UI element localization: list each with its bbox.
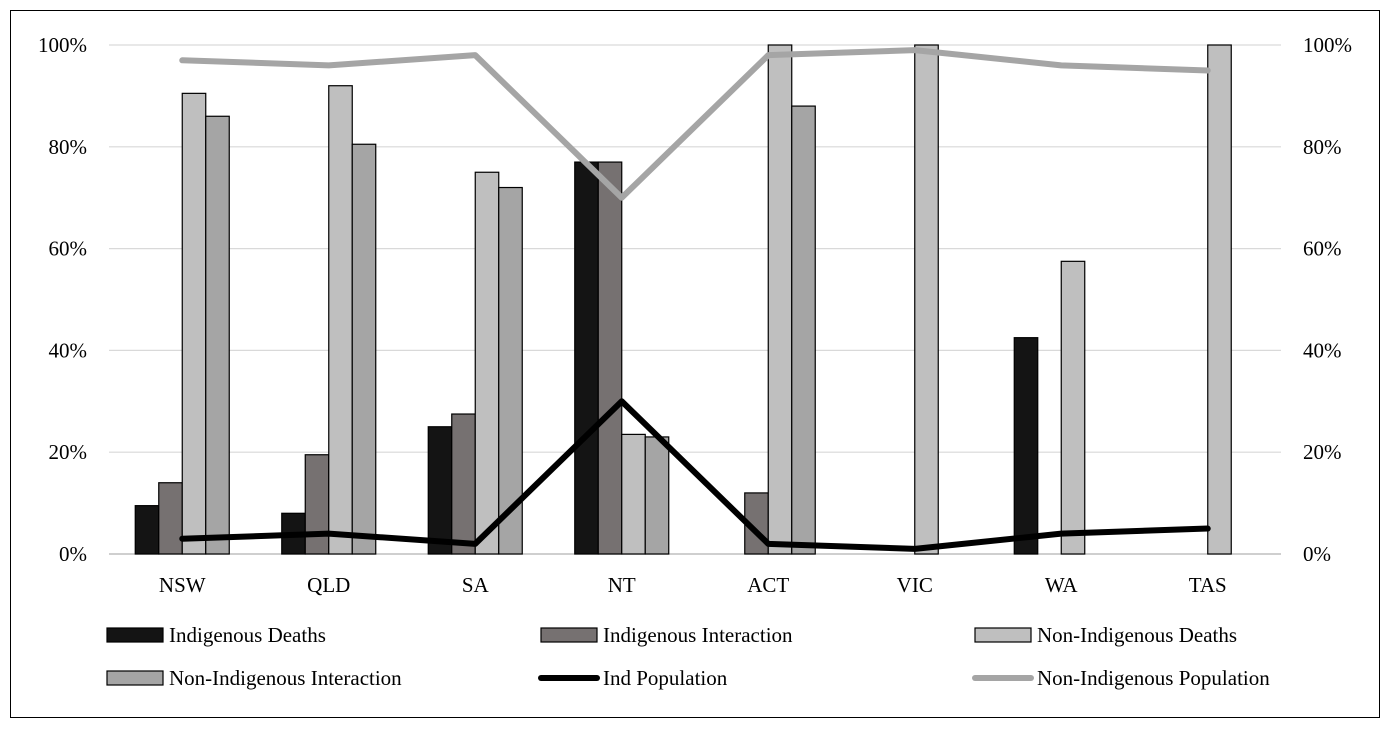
gridlines bbox=[109, 44, 1281, 555]
legend-swatch bbox=[106, 670, 164, 686]
x-tick-label: NT bbox=[608, 573, 636, 597]
legend-label: Non-Indigenous Population bbox=[1037, 666, 1270, 690]
bar bbox=[1060, 260, 1086, 555]
x-tick-label: NSW bbox=[159, 573, 206, 597]
y-tick-label-left: 80% bbox=[49, 135, 88, 159]
y-tick-label-right: 100% bbox=[1303, 33, 1352, 57]
bar bbox=[134, 505, 160, 555]
bar bbox=[181, 92, 207, 555]
x-tick-label: TAS bbox=[1189, 573, 1227, 597]
legend-label: Non-Indigenous Interaction bbox=[169, 666, 402, 690]
lines bbox=[179, 47, 1211, 552]
bar bbox=[597, 161, 623, 555]
bars bbox=[134, 44, 1232, 555]
legend-label: Indigenous Interaction bbox=[603, 623, 793, 647]
bar bbox=[205, 115, 230, 555]
x-tick-label: ACT bbox=[747, 573, 789, 597]
y-tick-label-right: 20% bbox=[1303, 440, 1342, 464]
series-line bbox=[179, 47, 1211, 201]
y-tick-label-left: 40% bbox=[49, 338, 88, 362]
bar bbox=[1013, 337, 1039, 555]
bar bbox=[791, 105, 816, 555]
bar bbox=[427, 426, 453, 555]
bar bbox=[351, 143, 377, 555]
x-tick-label: VIC bbox=[897, 573, 933, 597]
legend-label: Non-Indigenous Deaths bbox=[1037, 623, 1237, 647]
y-tick-label-left: 100% bbox=[38, 33, 87, 57]
y-tick-label-left: 0% bbox=[59, 542, 87, 566]
y-tick-label-right: 80% bbox=[1303, 135, 1342, 159]
bar bbox=[644, 436, 670, 555]
legend: Indigenous Deaths Indigenous Interaction N… bbox=[106, 623, 1270, 690]
y-tick-label-right: 60% bbox=[1303, 237, 1342, 261]
bar bbox=[304, 454, 330, 555]
bar bbox=[158, 482, 183, 555]
bar bbox=[451, 413, 476, 555]
legend-label: Ind Population bbox=[603, 666, 728, 690]
bar bbox=[498, 186, 523, 555]
bar bbox=[1207, 44, 1232, 555]
y-tick-label-right: 40% bbox=[1303, 338, 1342, 362]
legend-swatch bbox=[974, 627, 1032, 643]
bar bbox=[474, 171, 500, 555]
y-tick-label-left: 60% bbox=[49, 237, 88, 261]
bar bbox=[621, 433, 646, 555]
legend-swatch bbox=[106, 627, 164, 643]
chart-canvas: 0% 0% 20% 20% 40% 40% 60% 60% 80% 80% 100% 100% NSW Q… bbox=[38, 33, 1352, 690]
legend-label: Indigenous Deaths bbox=[169, 623, 326, 647]
y-tick-label-left: 20% bbox=[49, 440, 88, 464]
legend-swatch bbox=[540, 627, 598, 643]
series-line bbox=[179, 398, 1211, 552]
x-tick-label: QLD bbox=[307, 573, 350, 597]
bar bbox=[328, 85, 353, 555]
y-tick-label-right: 0% bbox=[1303, 542, 1331, 566]
bar bbox=[914, 44, 939, 555]
bar bbox=[767, 44, 793, 555]
chart-frame: 0% 0% 20% 20% 40% 40% 60% 60% 80% 80% 100% 100% NSW Q… bbox=[10, 10, 1380, 718]
axes: 0% 0% 20% 20% 40% 40% 60% 60% 80% 80% 100% 100% NSW Q… bbox=[38, 33, 1352, 597]
bar bbox=[574, 161, 599, 555]
x-tick-label: WA bbox=[1045, 573, 1078, 597]
x-tick-label: SA bbox=[462, 573, 490, 597]
